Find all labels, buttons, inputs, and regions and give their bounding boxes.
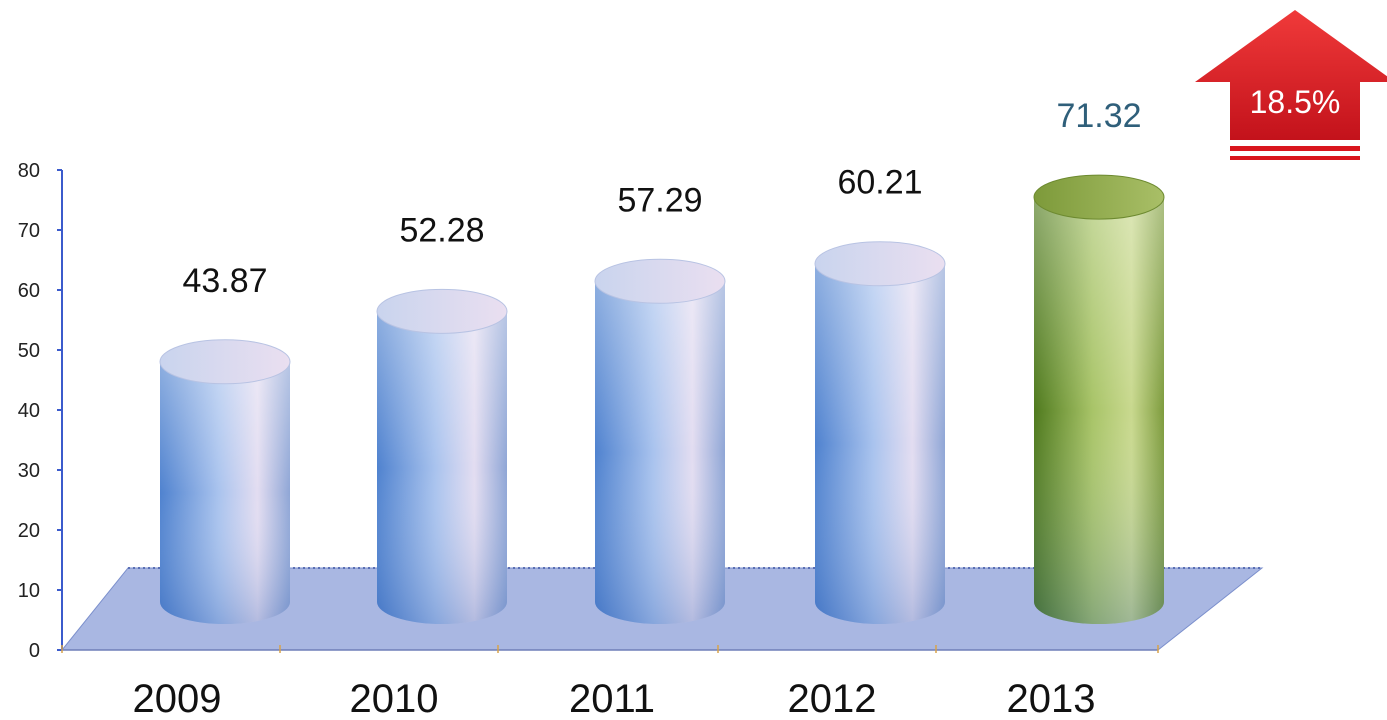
data-label: 60.21 [837, 164, 922, 202]
bar-2011 [594, 258, 726, 624]
data-label: 43.87 [182, 262, 267, 300]
bar-top [159, 339, 291, 385]
bar-2013 [1033, 174, 1165, 624]
y-tick-label: 40 [18, 400, 40, 422]
bar-top [814, 241, 946, 287]
data-label: 71.32 [1056, 97, 1141, 135]
x-tick-label: 2011 [569, 677, 655, 720]
y-tick-label: 70 [18, 220, 40, 242]
bar-shade [160, 361, 290, 624]
y-tick-label: 0 [29, 640, 40, 662]
y-tick-label: 60 [18, 280, 40, 302]
growth-badge-label: 18.5% [1250, 84, 1341, 120]
x-tick-label: 2012 [788, 677, 877, 720]
y-tick-label: 20 [18, 520, 40, 542]
data-label: 52.28 [399, 211, 484, 249]
y-tick-label: 30 [18, 460, 40, 482]
bar-2010 [376, 288, 508, 624]
y-tick-label: 80 [18, 160, 40, 182]
up-arrow-icon [1195, 10, 1387, 140]
bar-2009 [159, 339, 291, 624]
x-tick-label: 2013 [1007, 677, 1096, 720]
arrow-underline [1230, 156, 1360, 160]
data-label: 57.29 [617, 181, 702, 219]
bar-shade [815, 263, 945, 624]
bar-top [376, 288, 508, 334]
y-tick-label: 50 [18, 340, 40, 362]
bar-top [1033, 174, 1165, 220]
bar-shade [377, 311, 507, 624]
y-tick-label: 10 [18, 580, 40, 602]
bar-2012 [814, 241, 946, 624]
x-tick-label: 2009 [133, 677, 222, 720]
x-tick-label: 2010 [350, 677, 439, 720]
bar-shade [1034, 197, 1164, 624]
bar-shade [595, 281, 725, 624]
bar-top [594, 258, 726, 304]
arrow-underline [1230, 146, 1360, 151]
